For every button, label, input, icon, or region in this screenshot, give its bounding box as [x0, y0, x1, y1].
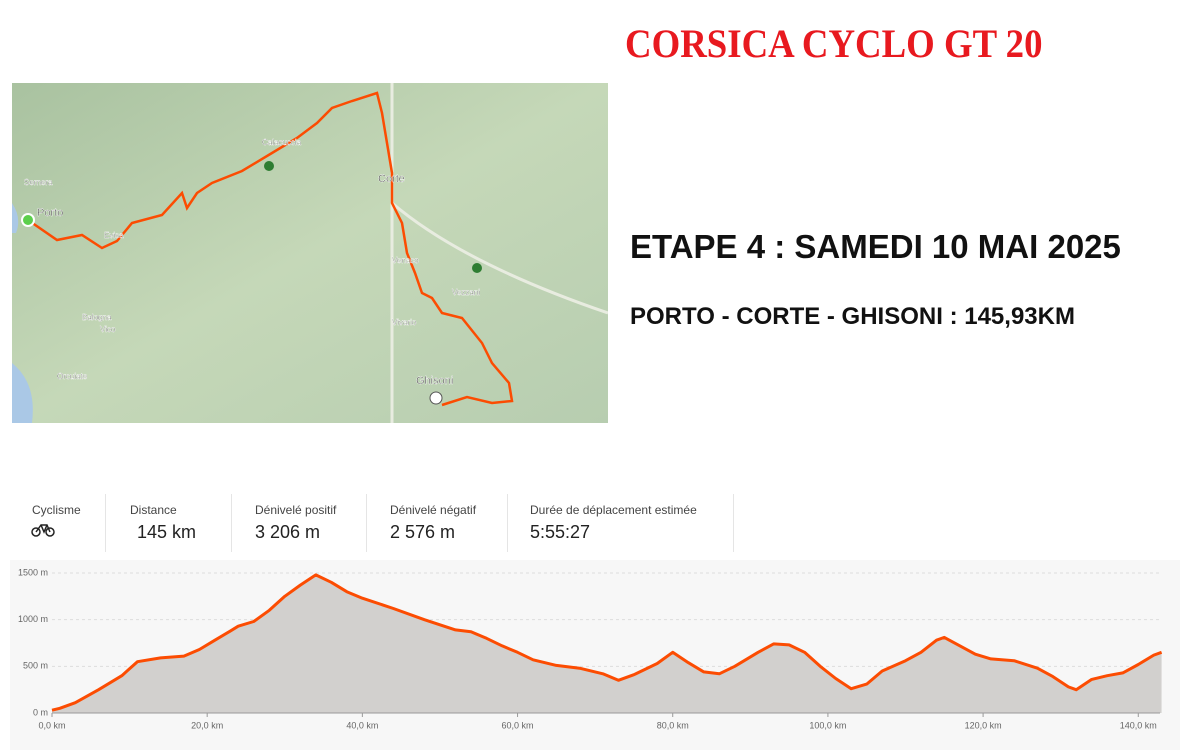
x-tick-label: 80,0 km [657, 720, 689, 730]
map-label: Ghisoni [416, 375, 453, 387]
divider [366, 494, 367, 552]
map-label: Calacuccia [262, 138, 302, 147]
map-label: Vezzani [452, 288, 480, 297]
y-tick-label: 1000 m [18, 614, 48, 624]
finish-marker [429, 391, 443, 405]
stat-label: Durée de déplacement estimée [530, 503, 697, 517]
map-label: Sernera [24, 178, 53, 187]
title: CORSICA CYCLO GT 20 [625, 21, 1043, 66]
bike-icon [31, 524, 55, 537]
stage: ETAPE 4 : SAMEDI 10 MAI 2025 [630, 228, 1121, 265]
start-marker [21, 213, 35, 227]
map-label: Vivario [392, 318, 417, 327]
map: Sernera Porto Evisa Calacuccia Corte Venaco Ve… [12, 83, 608, 423]
divider [231, 494, 232, 552]
y-tick-label: 500 m [23, 661, 48, 671]
map-label: Venaco [392, 256, 419, 265]
divider [733, 494, 734, 552]
x-tick-label: 40,0 km [346, 720, 378, 730]
area [52, 574, 1162, 713]
elevation-chart: 0 m 500 m 1000 m 1500 m 0,0 km 20,0 km 40,0 km… [10, 560, 1180, 750]
stat-value: 3 206 m [255, 522, 321, 542]
map-label: Evisa [104, 231, 124, 240]
x-tick-label: 100,0 km [809, 720, 846, 730]
route: PORTO - CORTE - GHISONI : 145,93KM [630, 303, 1075, 330]
sea [12, 203, 33, 423]
stat-label: Dénivelé négatif [390, 503, 477, 517]
route-line [27, 91, 514, 407]
map-label: Vico [100, 325, 116, 334]
map-label: Corte [378, 173, 405, 185]
x-tick-label: 140,0 km [1120, 720, 1157, 730]
valley [390, 83, 608, 423]
stat-value: 2 576 m [390, 522, 456, 542]
y-tick-label: 0 m [33, 707, 48, 717]
x-tick-label: 0,0 km [38, 720, 65, 730]
stats-bar: Cyclisme Distance 145 km Dénivelé positi… [0, 488, 1194, 560]
map-bg [12, 83, 608, 423]
map-label: Porto [37, 207, 63, 219]
park-icon [264, 161, 274, 171]
x-tick-label: 20,0 km [191, 720, 223, 730]
stat-label: Cyclisme [32, 503, 81, 517]
divider [507, 494, 508, 552]
map-label: Balogna [82, 313, 112, 322]
y-tick-label: 1500 m [18, 567, 48, 577]
stat-value: 5:55:27 [530, 522, 591, 542]
x-tick-label: 60,0 km [502, 720, 534, 730]
stat-value: 145 km [137, 522, 197, 542]
park-icon [472, 263, 482, 273]
divider [105, 494, 106, 552]
stat-label: Distance [130, 503, 177, 517]
stat-label: Dénivelé positif [255, 503, 337, 517]
map-label: Orcuiate [57, 372, 88, 381]
line [51, 573, 1163, 712]
x-tick-label: 120,0 km [965, 720, 1002, 730]
